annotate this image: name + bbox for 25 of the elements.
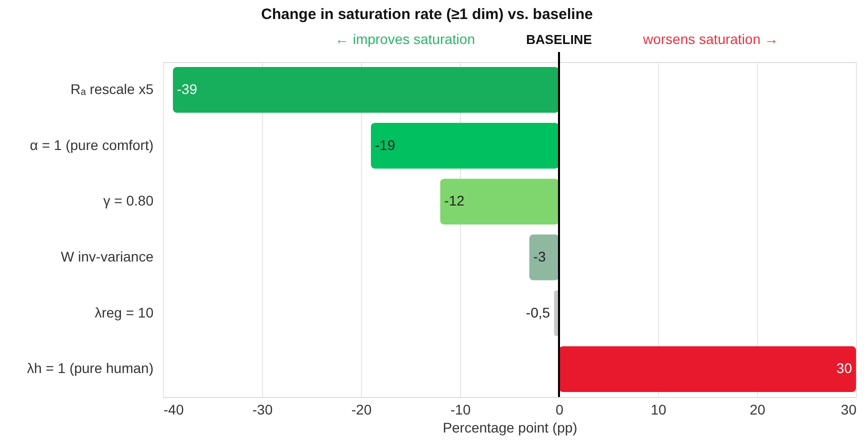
data-label: -3 bbox=[533, 248, 546, 264]
x-tick-label: 30 bbox=[840, 402, 857, 418]
ref-line-label: BASELINE bbox=[526, 32, 592, 47]
x-tick-label: 0 bbox=[556, 402, 564, 418]
y-tick-label: λh = 1 (pure human) bbox=[27, 360, 154, 376]
text: ← improves saturation bbox=[334, 31, 475, 47]
x-tick-label: -10 bbox=[450, 402, 471, 418]
data-label: -0,5 bbox=[526, 304, 550, 320]
x-tick-label: 10 bbox=[650, 402, 666, 418]
x-tick-label: -40 bbox=[164, 402, 184, 418]
data-label: 30 bbox=[836, 360, 852, 376]
chart-title: Change in saturation rate (≥1 dim) vs. baseline bbox=[261, 6, 593, 23]
x-axis-title: Percentage point (pp) bbox=[442, 420, 578, 436]
data-label: -39 bbox=[176, 80, 198, 97]
data-label: -19 bbox=[374, 136, 396, 153]
y-tick-label: λreg = 10 bbox=[94, 304, 154, 320]
x-tick-label: -30 bbox=[252, 402, 273, 418]
y-tick-label: Rₐ rescale x5 bbox=[70, 80, 154, 97]
x-tick-label: 20 bbox=[750, 402, 766, 418]
y-tick-label: α = 1 (pure comfort) bbox=[30, 136, 154, 153]
y-tick-label: W inv-variance bbox=[60, 248, 154, 264]
text: worsens saturation → bbox=[642, 31, 778, 47]
y-tick-label: γ = 0.80 bbox=[103, 192, 154, 209]
x-tick-label: -20 bbox=[351, 402, 372, 418]
data-label: -12 bbox=[444, 192, 465, 209]
